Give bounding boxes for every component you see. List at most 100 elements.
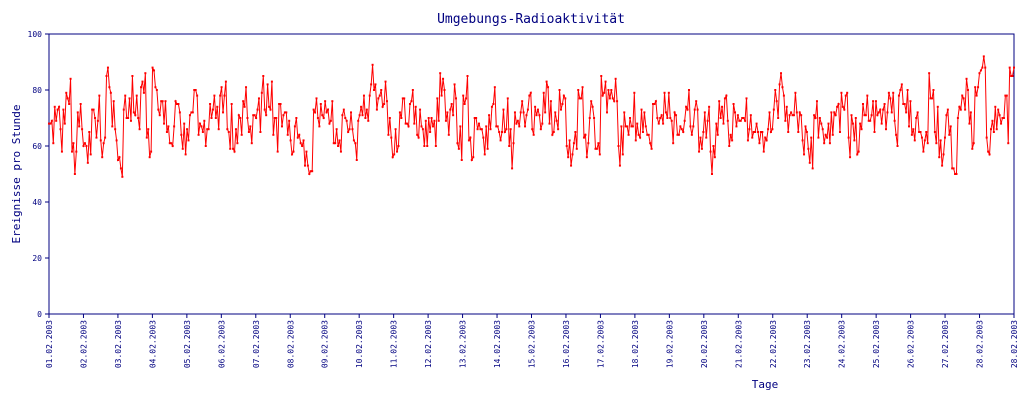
data-point <box>656 117 659 119</box>
data-point <box>276 150 279 153</box>
data-point <box>554 111 557 114</box>
data-point <box>670 119 673 122</box>
data-point <box>270 80 273 83</box>
data-point <box>805 131 808 133</box>
x-tick-label: 21.02.2003 <box>734 320 743 368</box>
data-point <box>383 103 386 105</box>
data-point <box>269 108 272 111</box>
data-point <box>85 145 88 147</box>
x-tick-label: 06.02.2003 <box>217 320 226 368</box>
data-point <box>903 103 906 105</box>
data-point <box>895 133 898 136</box>
data-point <box>689 125 692 128</box>
data-point <box>598 153 601 156</box>
data-point <box>778 83 781 86</box>
data-point <box>158 114 161 117</box>
data-point <box>725 94 728 97</box>
data-point <box>86 161 89 164</box>
data-point <box>708 105 711 108</box>
data-point <box>89 153 92 156</box>
data-point <box>193 89 196 91</box>
data-point <box>191 111 194 114</box>
data-point <box>381 105 384 108</box>
data-point <box>247 131 250 133</box>
data-point <box>439 72 442 75</box>
data-point <box>861 103 864 105</box>
x-tick-label: 16.02.2003 <box>562 320 571 368</box>
x-tick-label: 07.02.2003 <box>252 320 261 368</box>
data-point <box>492 103 495 105</box>
data-point <box>654 100 657 103</box>
data-point <box>171 145 174 147</box>
plot-frame <box>48 33 1015 315</box>
data-point <box>165 131 168 133</box>
data-point <box>919 131 922 133</box>
data-point <box>745 97 748 100</box>
data-point <box>115 139 118 142</box>
data-point <box>958 105 961 108</box>
data-point <box>351 128 354 131</box>
data-point <box>797 131 800 133</box>
data-point <box>978 72 981 75</box>
y-tick-label: 0 <box>37 310 42 319</box>
data-point <box>308 173 311 175</box>
data-point <box>989 128 992 131</box>
data-point <box>830 111 833 114</box>
data-point <box>682 131 685 133</box>
data-point <box>774 89 777 91</box>
data-point <box>515 122 518 125</box>
data-point <box>265 114 268 117</box>
data-point <box>603 91 606 94</box>
x-tick-label: 23.02.2003 <box>803 320 812 368</box>
data-point <box>889 97 892 100</box>
data-point <box>327 108 329 111</box>
data-point <box>604 80 607 83</box>
data-point <box>826 136 829 139</box>
data-point <box>683 119 686 122</box>
data-point <box>587 142 590 145</box>
data-point <box>250 142 253 145</box>
data-point <box>457 147 460 150</box>
data-point <box>954 173 957 175</box>
data-point <box>511 167 514 170</box>
data-point <box>542 91 545 94</box>
data-point <box>880 122 883 125</box>
data-point <box>102 142 105 145</box>
data-point <box>768 111 771 114</box>
data-point <box>712 145 715 147</box>
data-point <box>88 131 91 133</box>
data-point <box>122 108 125 111</box>
data-point <box>600 75 603 77</box>
data-point <box>472 156 475 159</box>
data-point <box>348 128 351 131</box>
data-point <box>771 128 774 131</box>
data-point <box>588 117 591 119</box>
data-point <box>864 114 867 117</box>
data-point <box>118 156 121 159</box>
data-point <box>268 105 271 108</box>
data-point <box>240 133 243 136</box>
x-tick-label: 19.02.2003 <box>665 320 674 368</box>
x-tick-label: 10.02.2003 <box>355 320 364 368</box>
data-point <box>285 111 288 114</box>
data-point <box>1002 117 1005 119</box>
data-point <box>624 125 627 128</box>
data-point <box>53 105 56 108</box>
data-point <box>501 131 504 133</box>
data-point <box>305 150 308 153</box>
data-point <box>299 142 302 145</box>
data-point <box>867 119 870 122</box>
data-point <box>700 147 703 150</box>
data-point <box>723 97 726 100</box>
data-point <box>331 100 334 103</box>
data-point <box>476 128 479 131</box>
data-point <box>339 150 342 153</box>
data-point <box>608 97 611 100</box>
data-point <box>211 108 214 111</box>
data-point <box>373 89 376 91</box>
data-point <box>928 72 931 75</box>
data-point <box>752 131 755 133</box>
x-tick-label: 08.02.2003 <box>286 320 295 368</box>
data-point <box>979 69 982 72</box>
data-point <box>385 100 388 103</box>
